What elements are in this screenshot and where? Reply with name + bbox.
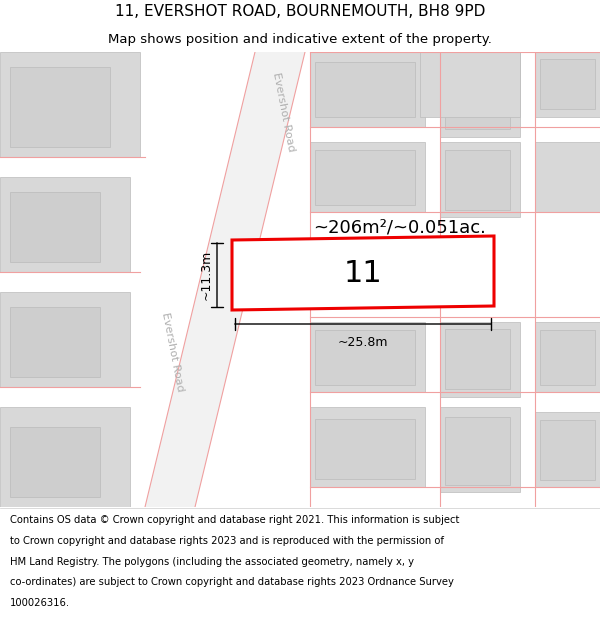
Bar xyxy=(420,52,520,117)
Text: HM Land Registry. The polygons (including the associated geometry, namely x, y: HM Land Registry. The polygons (includin… xyxy=(10,556,414,566)
Text: ~11.3m: ~11.3m xyxy=(200,250,213,300)
Bar xyxy=(310,142,425,212)
Text: ~25.8m: ~25.8m xyxy=(338,336,388,349)
Bar xyxy=(535,52,600,117)
Bar xyxy=(10,67,110,147)
Bar xyxy=(315,150,415,205)
Bar xyxy=(440,142,520,217)
Text: to Crown copyright and database rights 2023 and is reproduced with the permissio: to Crown copyright and database rights 2… xyxy=(10,536,444,546)
Bar xyxy=(540,420,595,480)
Text: ~206m²/~0.051ac.: ~206m²/~0.051ac. xyxy=(314,218,487,236)
Bar xyxy=(0,177,130,272)
Text: Map shows position and indicative extent of the property.: Map shows position and indicative extent… xyxy=(108,32,492,46)
Text: co-ordinates) are subject to Crown copyright and database rights 2023 Ordnance S: co-ordinates) are subject to Crown copyr… xyxy=(10,578,454,587)
Text: 11: 11 xyxy=(344,259,382,288)
Bar xyxy=(315,330,415,385)
Bar xyxy=(540,59,595,109)
Bar xyxy=(445,329,510,389)
Bar xyxy=(310,322,425,392)
Bar xyxy=(10,192,100,262)
Bar xyxy=(540,330,595,385)
Text: Contains OS data © Crown copyright and database right 2021. This information is : Contains OS data © Crown copyright and d… xyxy=(10,515,460,525)
Bar xyxy=(310,52,425,127)
Bar xyxy=(535,412,600,487)
Polygon shape xyxy=(232,236,494,310)
Bar xyxy=(0,52,140,157)
Bar xyxy=(440,52,520,137)
Bar xyxy=(10,307,100,377)
Bar xyxy=(445,417,510,485)
Text: Evershot Road: Evershot Road xyxy=(160,311,185,392)
Bar xyxy=(315,419,415,479)
Bar xyxy=(10,427,100,497)
Polygon shape xyxy=(145,52,305,507)
Bar xyxy=(440,322,520,397)
Bar xyxy=(0,292,130,387)
Text: 100026316.: 100026316. xyxy=(10,598,70,608)
Text: 11, EVERSHOT ROAD, BOURNEMOUTH, BH8 9PD: 11, EVERSHOT ROAD, BOURNEMOUTH, BH8 9PD xyxy=(115,4,485,19)
Bar xyxy=(440,407,520,492)
Bar xyxy=(310,407,425,487)
Bar xyxy=(445,64,510,129)
Text: Evershot Road: Evershot Road xyxy=(271,71,296,152)
Bar xyxy=(445,150,510,210)
Bar xyxy=(0,407,130,507)
Bar xyxy=(315,62,415,117)
Bar xyxy=(535,142,600,212)
Bar xyxy=(535,322,600,392)
